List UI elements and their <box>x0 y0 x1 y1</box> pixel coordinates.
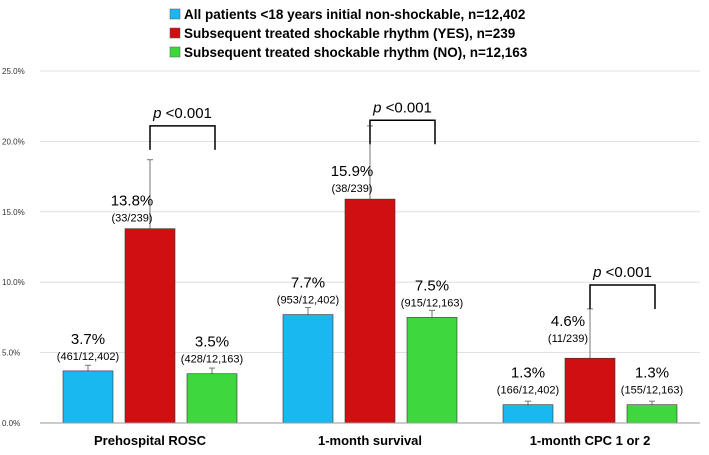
value-label: 13.8% <box>111 193 154 210</box>
p-value: <0.001 <box>601 264 651 281</box>
legend-label: All patients <18 years initial non-shock… <box>184 7 525 22</box>
p-value: <0.001 <box>381 99 431 116</box>
bar <box>186 373 238 424</box>
y-axis: 0.0% 5.0% 10.0% 15.0% 20.0% 25.0% <box>2 67 25 428</box>
legend-label: Subsequent treated shockable rhythm (YES… <box>184 26 515 41</box>
y-tick-label: 10.0% <box>2 278 25 287</box>
x-axis: Prehospital ROSC 1-month survival 1-month … <box>40 422 700 448</box>
p-value-label: p <0.001 <box>152 105 212 122</box>
fraction-label: (461/12,402) <box>57 351 119 363</box>
value-label: 7.7% <box>291 275 325 292</box>
p-symbol: p <box>152 105 161 122</box>
bar <box>502 404 554 424</box>
fraction-label: (166/12,402) <box>497 385 559 397</box>
y-tick-label: 0.0% <box>2 419 20 428</box>
legend: All patients <18 years initial non-shock… <box>169 7 528 60</box>
value-label: 15.9% <box>331 163 374 180</box>
p-value-label: p <0.001 <box>372 99 432 116</box>
bars <box>62 125 678 424</box>
bar <box>564 357 616 424</box>
data-labels: 3.7% (461/12,402) 13.8% (33/239) 3.5% (428/12… <box>57 163 683 397</box>
bar <box>62 370 114 424</box>
fraction-label: (33/239) <box>112 213 153 225</box>
p-value: <0.001 <box>161 105 211 122</box>
legend-swatch <box>169 8 181 20</box>
legend-swatch <box>169 27 181 39</box>
y-tick-label: 5.0% <box>2 349 20 358</box>
value-label: 1.3% <box>635 365 669 382</box>
bar <box>124 228 176 424</box>
bar <box>282 314 334 424</box>
p-value-label: p <0.001 <box>592 264 652 281</box>
y-tick-label: 25.0% <box>2 67 25 76</box>
significance-bracket <box>149 125 216 150</box>
value-label: 3.5% <box>195 334 229 351</box>
fraction-label: (155/12,163) <box>621 385 683 397</box>
significance-bracket <box>369 119 436 145</box>
legend-label: Subsequent treated shockable rhythm (NO)… <box>184 45 528 60</box>
x-category-label: 1-month CPC 1 or 2 <box>530 433 651 448</box>
y-tick-label: 15.0% <box>2 208 25 217</box>
legend-swatch <box>169 46 181 58</box>
x-category-label: Prehospital ROSC <box>94 433 207 448</box>
fraction-label: (38/239) <box>332 183 373 195</box>
bar <box>344 198 396 424</box>
significance-bracket <box>589 284 656 310</box>
value-label: 3.7% <box>71 331 105 348</box>
fraction-label: (11/239) <box>548 333 588 345</box>
fraction-label: (428/12,163) <box>181 354 243 366</box>
fraction-label: (915/12,163) <box>401 297 463 309</box>
bar <box>406 317 458 424</box>
bar <box>626 404 678 424</box>
value-label: 4.6% <box>551 313 585 330</box>
value-label: 1.3% <box>511 365 545 382</box>
y-tick-label: 20.0% <box>2 137 25 146</box>
p-symbol: p <box>592 264 601 281</box>
x-category-label: 1-month survival <box>318 433 422 448</box>
p-symbol: p <box>372 99 381 116</box>
value-label: 7.5% <box>415 277 449 294</box>
fraction-label: (953/12,402) <box>277 295 339 307</box>
